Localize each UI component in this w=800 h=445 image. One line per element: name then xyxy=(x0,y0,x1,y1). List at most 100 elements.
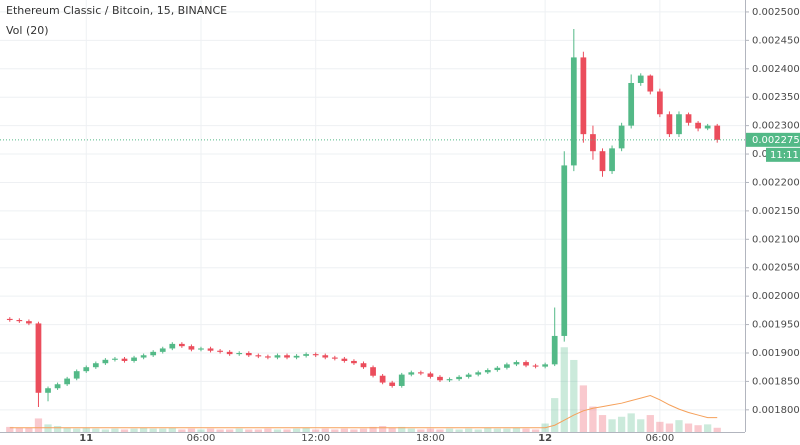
volume-bar xyxy=(159,428,167,432)
candle-body xyxy=(35,323,42,393)
candle-body xyxy=(637,75,644,83)
volume-pane xyxy=(6,347,721,432)
volume-bar xyxy=(531,429,540,432)
volume-bar xyxy=(206,428,215,432)
candle-body xyxy=(570,57,577,166)
candle-body xyxy=(217,350,223,352)
candle-body xyxy=(102,359,109,364)
volume-bar xyxy=(656,421,664,432)
volume-bar xyxy=(25,427,33,432)
candle-body xyxy=(255,355,262,357)
x-tick-label: 18:00 xyxy=(416,433,445,444)
candle-body xyxy=(64,378,71,385)
candle-body xyxy=(112,358,118,360)
candle-body xyxy=(408,372,415,375)
candle-body xyxy=(609,148,615,172)
candle-body xyxy=(379,375,386,383)
y-tick-label: 0.001950 xyxy=(752,320,800,331)
candle-body xyxy=(274,355,281,358)
candle-body xyxy=(207,348,214,351)
volume-bar xyxy=(359,428,368,432)
volume-bar xyxy=(340,428,349,432)
x-tick-label: 12:00 xyxy=(301,433,330,444)
volume-bar xyxy=(245,429,253,432)
candle-body xyxy=(6,318,13,321)
volume-bar xyxy=(216,429,224,432)
volume-bar xyxy=(15,427,23,432)
volume-bar xyxy=(197,429,205,432)
volume-bar xyxy=(407,428,415,432)
candle-body xyxy=(599,151,606,172)
volume-bar xyxy=(283,429,291,432)
y-tick-label: 0.002150 xyxy=(752,206,800,217)
candle-body xyxy=(293,355,300,358)
candle-body xyxy=(704,125,711,129)
candle-body xyxy=(685,114,692,123)
volume-bar xyxy=(551,398,559,432)
volume-bar xyxy=(503,428,511,432)
volume-bar xyxy=(455,429,463,432)
volume-bar xyxy=(560,347,568,432)
volume-bar xyxy=(82,427,90,432)
volume-bar xyxy=(101,429,110,432)
volume-bar xyxy=(493,428,501,432)
candle-body xyxy=(590,134,596,152)
volume-bar xyxy=(617,416,626,432)
candle-body xyxy=(360,363,367,368)
candle-body xyxy=(265,356,271,358)
y-tick-label: 0.002500 xyxy=(752,7,800,18)
x-tick-label: 06:00 xyxy=(187,433,216,444)
volume-ma-line xyxy=(9,395,718,429)
y-tick-label: 0.002450 xyxy=(752,35,800,46)
candle-body xyxy=(26,321,32,324)
candle-body xyxy=(656,91,663,115)
candle-body xyxy=(465,374,472,377)
y-tick-label: 0.002400 xyxy=(752,64,800,75)
candle-body xyxy=(532,365,539,367)
volume-bar xyxy=(646,415,654,432)
candle-body xyxy=(666,114,673,135)
y-tick-label: 0.0 xyxy=(752,149,768,160)
volume-bar xyxy=(684,423,693,432)
candle-body xyxy=(446,379,453,381)
volume-bar xyxy=(704,424,712,432)
volume-bar xyxy=(665,423,674,432)
volume-bar xyxy=(302,427,310,432)
axes: 0.001800 0.001850 0.001900 0.001950 0.002000… xyxy=(0,7,800,444)
volume-bar xyxy=(512,427,521,432)
volume-bar xyxy=(273,429,282,432)
volume-bar xyxy=(63,427,71,432)
candle-body xyxy=(513,362,520,365)
volume-bar xyxy=(130,428,138,432)
volume-bar xyxy=(627,413,635,432)
countdown-label: 11:11 xyxy=(770,150,799,161)
x-tick-label: 11 xyxy=(79,433,93,444)
volume-bar xyxy=(369,426,377,432)
volume-bar xyxy=(445,428,454,432)
volume-title: Vol (20) xyxy=(6,24,49,37)
volume-bar xyxy=(637,419,645,432)
volume-bar xyxy=(713,427,721,432)
volume-bar xyxy=(388,427,396,432)
candle-body xyxy=(351,360,357,364)
candle-body xyxy=(73,371,80,379)
price-label: 0.002275 xyxy=(752,135,800,146)
candle-body xyxy=(676,114,682,135)
candle-body xyxy=(303,354,310,356)
candles xyxy=(6,28,721,407)
candle-body xyxy=(580,57,587,135)
candle-body xyxy=(322,355,329,358)
candle-body xyxy=(695,122,701,129)
volume-bar xyxy=(484,427,492,432)
candle-body xyxy=(45,388,51,393)
candle-body xyxy=(245,352,252,356)
volume-bar xyxy=(474,429,482,432)
candle-body xyxy=(523,362,529,366)
candle-body xyxy=(456,376,462,380)
volume-bar xyxy=(589,406,597,432)
volume-bar xyxy=(6,426,14,432)
volume-bar xyxy=(570,359,578,432)
volume-bar xyxy=(292,428,301,432)
